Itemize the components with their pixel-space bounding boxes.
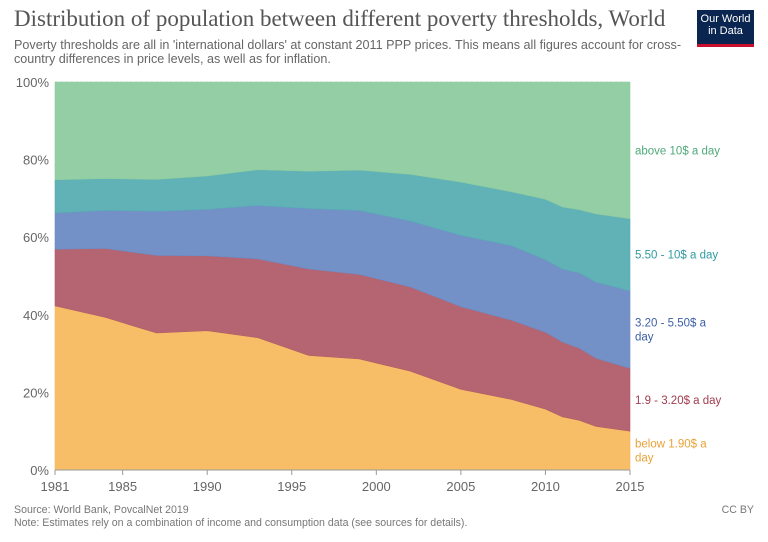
source-text: Source: World Bank, PovcalNet 2019 [14, 504, 189, 516]
y-tick-label: 100% [16, 75, 50, 90]
y-tick-label: 80% [23, 153, 49, 168]
x-axis-ticks: 1981 1985 1990 1995 2000 2005 2010 2015 [41, 469, 645, 494]
series-label: 5.50 - 10$ a day [635, 250, 718, 262]
license-link[interactable]: CC BY [721, 504, 754, 516]
series-label: 3.20 - 5.50$ a day [635, 318, 707, 344]
x-tick-label: 1985 [108, 479, 137, 494]
area-above-10-a-day[interactable] [54, 81, 631, 219]
stacked-area-chart: 0% 20% 40% 60% 80% 100% 1981 1985 1990 1995 2000 2… [16, 75, 722, 494]
chart-footer: Source: World Bank, PovcalNet 2019 Note:… [14, 504, 467, 530]
chart-title: Distribution of population between diffe… [14, 6, 666, 31]
x-tick-label: 1995 [277, 479, 306, 494]
logo-line-2: in Data [708, 25, 743, 37]
y-tick-label: 0% [30, 463, 49, 478]
x-tick-label: 2015 [616, 479, 645, 494]
logo-line-1: Our World [700, 13, 751, 25]
area-series [54, 81, 631, 471]
y-axis-ticks: 0% 20% 40% 60% 80% 100% [16, 75, 50, 478]
series-label: above 10$ a day [635, 145, 720, 157]
y-tick-label: 40% [23, 308, 49, 323]
owid-logo[interactable]: Our World in Data [697, 10, 754, 47]
y-tick-label: 60% [23, 230, 49, 245]
x-tick-label: 1981 [41, 479, 70, 494]
y-tick-label: 20% [23, 385, 49, 400]
note-text: Note: Estimates rely on a combination of… [14, 517, 468, 529]
series-label: 1.9 - 3.20$ a day [635, 395, 722, 407]
x-tick-label: 2000 [362, 479, 391, 494]
x-tick-label: 2010 [531, 479, 560, 494]
chart-subtitle: Poverty thresholds are all in 'internati… [14, 38, 682, 66]
x-tick-label: 1990 [193, 479, 222, 494]
series-label: below 1.90$ a day [635, 439, 707, 465]
x-tick-label: 2005 [446, 479, 475, 494]
series-labels: below 1.90$ a day 1.9 - 3.20$ a day 3.20 - … [635, 145, 722, 464]
